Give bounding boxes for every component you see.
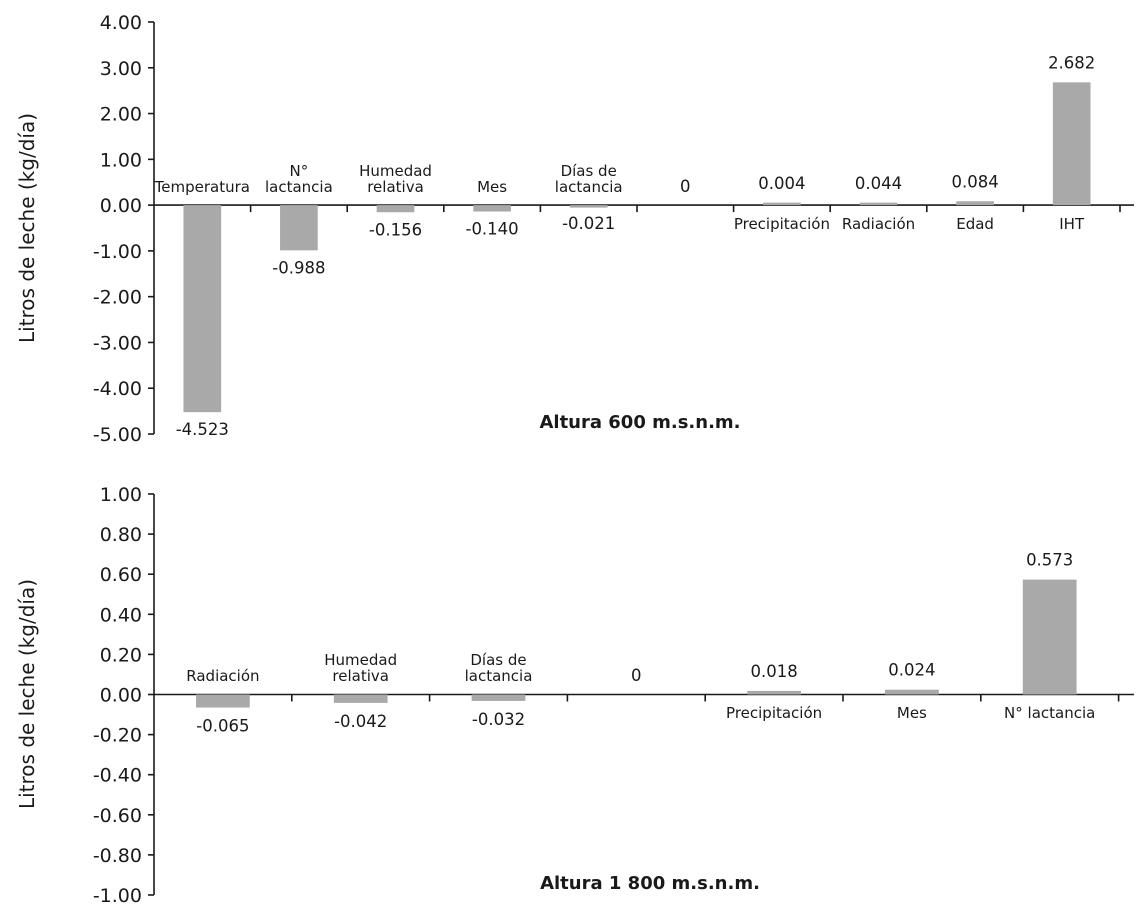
y-tick-label: 0.60 (100, 564, 142, 586)
chart-altura-600: 4.00 3.00 2.00 1.00 0.00 -1.00 -2.00 -3.00 -4.00… (15, 12, 1134, 446)
y-tick-label: 0.20 (100, 644, 142, 666)
chart-title: Altura 600 m.s.n.m. (539, 412, 740, 433)
bar (859, 202, 898, 206)
y-tick-label: -1.00 (93, 241, 142, 263)
category-label: IHT (1059, 215, 1085, 233)
category-label: Temperatura (154, 178, 250, 196)
category-label: N° lactancia (1004, 704, 1095, 722)
value-label: -0.988 (272, 258, 325, 277)
value-label: 0.573 (1026, 551, 1073, 570)
value-label: 0.044 (855, 174, 902, 193)
category-label: Días de (561, 162, 617, 180)
chart-title: Altura 1 800 m.s.n.m. (540, 873, 760, 894)
category-label: Mes (897, 704, 927, 722)
y-tick-label: 1.00 (100, 149, 142, 171)
y-tick-label: -0.20 (93, 725, 142, 747)
y-tick-label: 2.00 (100, 104, 142, 126)
value-label: -0.021 (562, 214, 615, 233)
category-label: Humedad (324, 651, 397, 669)
category-label: 0 (680, 177, 691, 196)
y-tick-label: 0.00 (100, 685, 142, 707)
category-label: Radiación (186, 667, 259, 685)
value-label: 0.024 (888, 661, 935, 680)
y-tick-label: -2.00 (93, 287, 142, 309)
y-tick-label: -3.00 (93, 332, 142, 354)
bar (569, 205, 608, 208)
y-tick-label: 4.00 (100, 12, 142, 34)
category-label: lactancia (265, 178, 333, 196)
y-tick-label: 0.80 (100, 524, 142, 546)
bar (956, 201, 994, 206)
category-label: lactancia (465, 667, 533, 685)
value-label: -0.032 (472, 710, 525, 729)
category-label: N° (290, 162, 309, 180)
y-tick-label: -5.00 (93, 424, 142, 446)
bar (280, 205, 318, 251)
y-tick-label: -0.60 (93, 805, 142, 827)
category-label: 0 (631, 666, 642, 685)
y-tick-label: 0.00 (100, 195, 142, 217)
bar (473, 205, 511, 212)
bar (333, 694, 388, 703)
y-tick-label: -0.40 (93, 765, 142, 787)
y-tick-label: -4.00 (93, 378, 142, 400)
y-tick-label: 3.00 (100, 58, 142, 80)
value-label: -0.140 (465, 220, 518, 239)
y-tick-label: 0.40 (100, 604, 142, 626)
value-label: 0.004 (758, 174, 805, 193)
bar (747, 690, 801, 695)
bar (196, 694, 250, 708)
category-label: Radiación (842, 215, 915, 233)
chart-altura-1800: 1.00 0.80 0.60 0.40 0.20 0.00 -0.20 -0.40 -0.60 -… (15, 484, 1134, 907)
y-tick-label: 1.00 (100, 484, 142, 506)
bar (183, 205, 222, 413)
category-label: Humedad (359, 162, 432, 180)
bar (763, 202, 801, 206)
bar (1052, 82, 1091, 206)
bar (885, 689, 939, 695)
category-label: Precipitación (734, 215, 830, 233)
value-label: -4.523 (176, 420, 229, 439)
y-axis-label: Litros de leche (kg/día) (15, 113, 39, 343)
value-label: -0.042 (334, 712, 387, 731)
value-label: 0.018 (750, 662, 797, 681)
value-label: 2.682 (1048, 53, 1095, 72)
category-label: relativa (367, 178, 424, 196)
category-label: Mes (477, 178, 507, 196)
category-label: relativa (332, 667, 389, 685)
category-label: Edad (956, 215, 994, 233)
y-axis-label: Litros de leche (kg/día) (15, 579, 39, 809)
category-label: lactancia (555, 178, 623, 196)
category-label: Precipitación (726, 704, 822, 722)
value-label: 0.084 (951, 172, 998, 191)
category-label: Días de (470, 651, 526, 669)
bar (376, 205, 415, 213)
y-tick-label: -0.80 (93, 845, 142, 867)
bar (471, 694, 526, 701)
y-tick-label: -1.00 (93, 885, 142, 907)
bar (1022, 579, 1077, 695)
value-label: -0.156 (369, 220, 422, 239)
value-label: -0.065 (196, 717, 249, 736)
